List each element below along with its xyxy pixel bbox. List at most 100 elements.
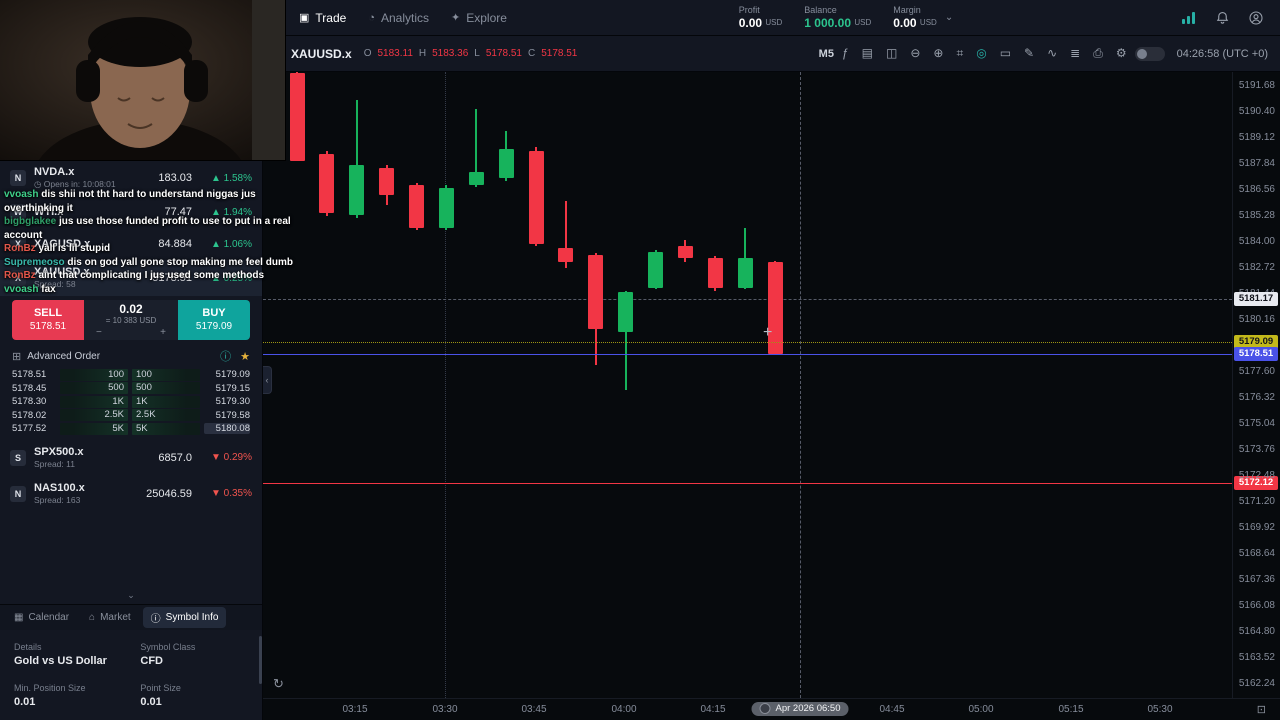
watchlist-row-xauusd-x[interactable]: X XAUUSD.x Spread: 58 5178.51 ▲ 0.25% bbox=[0, 260, 262, 296]
chart-settings-icon[interactable]: ⚙ bbox=[1115, 46, 1127, 60]
candle[interactable] bbox=[648, 252, 663, 288]
advanced-order-bar[interactable]: ⊞ Advanced Order ⓘ ★ bbox=[12, 348, 250, 364]
tab-market[interactable]: ⌂ Market bbox=[81, 609, 139, 626]
watchlist-row-nas100-x[interactable]: N NAS100.x Spread: 163 25046.59 ▼ 0.35% bbox=[0, 476, 262, 512]
account-avatar-icon[interactable] bbox=[1248, 10, 1264, 26]
candle[interactable] bbox=[498, 148, 514, 179]
stat-value: 1 000.00 USD bbox=[804, 16, 872, 30]
connection-status-icon[interactable] bbox=[1181, 11, 1197, 24]
notifications-bell-icon[interactable] bbox=[1215, 10, 1230, 25]
quantity-increase-button[interactable]: + bbox=[160, 326, 166, 338]
symbol-change: ▲ 0.25% bbox=[210, 272, 252, 284]
price-tick: 5185.28 bbox=[1238, 210, 1275, 221]
candle[interactable] bbox=[289, 73, 305, 161]
object-tree-icon[interactable]: ≣ bbox=[1070, 46, 1081, 60]
chart-plot: + bbox=[263, 72, 1232, 698]
panel-resize-handle[interactable]: ‹ bbox=[263, 366, 272, 394]
candle[interactable] bbox=[528, 150, 544, 245]
watchlist-row-wti-x[interactable]: W WTI.x 77.47 ▲ 1.94% bbox=[0, 196, 262, 228]
crosshair-target-icon[interactable]: ◎ bbox=[976, 46, 987, 60]
candles-style-icon[interactable]: ▤ bbox=[861, 46, 873, 60]
symbol-logo-icon: N bbox=[10, 485, 26, 502]
price-axis[interactable]: 5179.09 5178.51 5172.12 5191.68 5190.40 5189.… bbox=[1232, 72, 1280, 698]
favorite-star-icon[interactable]: ★ bbox=[240, 350, 250, 363]
price-tick: 5162.24 bbox=[1238, 678, 1275, 689]
symbol-name: WTI.x bbox=[34, 205, 64, 218]
clock-icon: ◷ bbox=[34, 179, 44, 189]
candle[interactable] bbox=[379, 167, 395, 196]
nav-trade[interactable]: ▣ Trade bbox=[288, 0, 357, 35]
candle[interactable] bbox=[319, 153, 335, 213]
session-break-line bbox=[445, 72, 446, 698]
chart-refresh-icon[interactable]: ↻ bbox=[273, 676, 284, 691]
candle[interactable] bbox=[468, 171, 484, 186]
candle[interactable] bbox=[558, 248, 574, 263]
sell-button[interactable]: SELL 5178.51 bbox=[12, 300, 84, 340]
candle[interactable] bbox=[409, 185, 424, 228]
chart-toggle-switch[interactable] bbox=[1134, 46, 1165, 61]
chart-symbol[interactable]: XAUUSD.x bbox=[291, 46, 352, 61]
panel-scrollbar[interactable] bbox=[259, 636, 262, 684]
quantity-decrease-button[interactable]: − bbox=[96, 326, 102, 338]
tab-symbol-info[interactable]: ⓘ Symbol Info bbox=[142, 607, 227, 628]
dom-row[interactable]: 5178.45 500 500 5179.15 bbox=[0, 382, 262, 396]
candle[interactable] bbox=[618, 291, 634, 333]
candle-wick bbox=[564, 201, 567, 269]
crosshair-price-label: 5181.17 bbox=[1234, 292, 1278, 307]
candle[interactable] bbox=[707, 258, 723, 288]
time-axis[interactable]: ⊡ 03:15 03:30 03:45 04:00 04:15 04:45 05:00 05:… bbox=[263, 698, 1280, 720]
info-icon[interactable]: ⓘ bbox=[220, 351, 232, 363]
print-icon[interactable]: ⎙ bbox=[1093, 46, 1103, 60]
go-to-realtime-icon[interactable] bbox=[759, 703, 771, 714]
dom-row[interactable]: 5178.51 100 100 5179.09 bbox=[0, 368, 262, 382]
dom-row[interactable]: 5177.52 5K 5K 5180.08 bbox=[0, 422, 262, 436]
panel-collapse-chevron-icon[interactable]: ⌄ bbox=[127, 590, 135, 600]
watchlist-row-spx500-x[interactable]: S SPX500.x Spread: 11 6857.0 ▼ 0.29% bbox=[0, 440, 262, 476]
symbol-logo-icon: S bbox=[10, 449, 26, 466]
candle[interactable] bbox=[677, 246, 693, 259]
performance-icon[interactable]: ∿ bbox=[1047, 46, 1058, 60]
quantity-box[interactable]: 0.02 = 10 383 USD − + bbox=[84, 300, 178, 340]
drawing-tools-icon[interactable]: ✎ bbox=[1024, 46, 1035, 60]
multi-monitor-icon[interactable]: ▭ bbox=[999, 46, 1012, 60]
dom-ladder: 5178.51 100 100 5179.09 5178.45 500 500 5179.15… bbox=[0, 368, 262, 436]
stat-currency: USD bbox=[765, 18, 783, 27]
nav-explore[interactable]: ✦ Explore bbox=[440, 0, 518, 35]
watchlist-top: N NVDA.x ◷ Opens in: 10:08:01 183.03 ▲ 1.58%… bbox=[0, 160, 262, 296]
candle[interactable] bbox=[588, 255, 604, 330]
time-tick: 03:45 bbox=[521, 704, 547, 715]
price-tick: 5184.00 bbox=[1238, 236, 1275, 247]
symbol-price: 77.47 bbox=[164, 206, 192, 218]
nav-analytics[interactable]: ◔ Analytics bbox=[357, 0, 440, 35]
indicators-icon[interactable]: ƒ bbox=[841, 46, 849, 60]
watchlist-row-xagusd-x[interactable]: X XAGUSD.x 84.884 ▲ 1.06% bbox=[0, 228, 262, 260]
buy-button[interactable]: BUY 5179.09 bbox=[178, 300, 250, 340]
price-tick: 5167.36 bbox=[1238, 574, 1275, 585]
watchlist-row-nvda-x[interactable]: N NVDA.x ◷ Opens in: 10:08:01 183.03 ▲ 1.58% bbox=[0, 160, 262, 196]
tab-calendar[interactable]: ▦ Calendar bbox=[6, 609, 77, 626]
account-dropdown-chevron-icon[interactable]: ⌄ bbox=[944, 12, 954, 23]
price-tick: 5163.52 bbox=[1238, 652, 1275, 663]
candle-wick bbox=[624, 290, 627, 391]
tab-label: Calendar bbox=[28, 612, 70, 623]
candle[interactable] bbox=[737, 258, 753, 288]
symbol-subtitle: Spread: 58 bbox=[34, 279, 76, 289]
chart-canvas[interactable]: + 5179.09 5178.51 5172.12 5191.68 5190.40 518… bbox=[263, 72, 1280, 720]
candle[interactable] bbox=[767, 262, 783, 354]
dom-row[interactable]: 5178.30 1K 1K 5179.30 bbox=[0, 395, 262, 409]
stat-value: 0.00 USD bbox=[738, 16, 783, 30]
axis-settings-icon[interactable]: ⊡ bbox=[1256, 704, 1266, 716]
symbol-info-field: Details Gold vs US Dollar bbox=[14, 642, 132, 667]
zoom-out-icon[interactable]: ⊖ bbox=[910, 46, 921, 60]
candle[interactable] bbox=[438, 188, 454, 228]
dom-row[interactable]: 5178.02 2.5K 2.5K 5179.58 bbox=[0, 409, 262, 423]
quantity-value: 0.02 bbox=[119, 301, 143, 316]
timeframe-selector[interactable]: M5 bbox=[818, 47, 834, 60]
candle[interactable] bbox=[349, 164, 365, 215]
compare-layout-icon[interactable]: ◫ bbox=[885, 46, 898, 60]
zoom-in-icon[interactable]: ⊕ bbox=[933, 46, 944, 60]
snapshot-icon[interactable]: ⌗ bbox=[956, 46, 964, 60]
symbol-logo-icon: W bbox=[10, 204, 26, 220]
dom-bid-size: 2.5K bbox=[60, 409, 128, 422]
stat-margin: Margin 0.00 USD bbox=[893, 5, 937, 30]
